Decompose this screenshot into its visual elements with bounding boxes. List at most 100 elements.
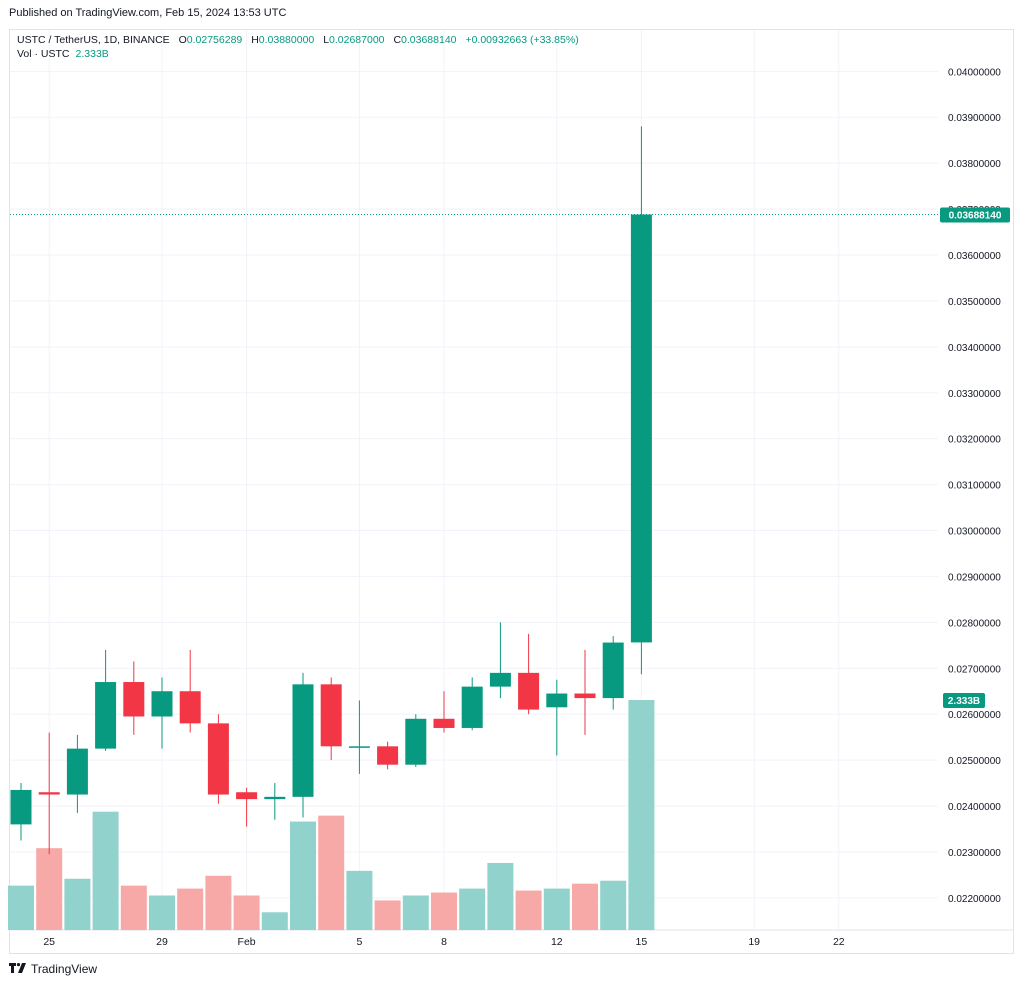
price-tick-label: 0.03800000 [948, 159, 1001, 170]
candle-body [602, 642, 624, 699]
grid [10, 30, 1014, 931]
volume-bar [543, 888, 570, 930]
volume-bar [36, 848, 63, 930]
volume-bar [177, 888, 204, 930]
time-tick-label: 12 [551, 936, 563, 948]
volume-bar [431, 892, 457, 930]
price-tick-label: 0.02900000 [948, 572, 1001, 583]
volume-bar [600, 880, 627, 930]
volume-bar [120, 885, 147, 930]
price-tick-label: 0.03400000 [948, 343, 1001, 354]
volume-bar [233, 895, 260, 930]
volume-bar [487, 862, 514, 930]
volume-bar [346, 870, 373, 930]
price-axis: 0.02200000 0.02300000 0.02400000 0.02500000… [948, 67, 1001, 905]
close-value: 0.03688140 [401, 34, 457, 46]
candle-body [405, 718, 427, 765]
candle-body [151, 691, 173, 717]
candle-body [123, 682, 145, 717]
price-tick-label: 0.03900000 [948, 113, 1001, 124]
volume-badge-label: 2.333B [948, 696, 980, 707]
volume-legend: Vol · USTC 2.333B [17, 47, 109, 61]
candle-body [320, 684, 342, 747]
volume-label: Vol · USTC [17, 48, 70, 60]
tradingview-footer[interactable]: TradingView [9, 962, 97, 976]
price-tick-label: 0.03500000 [948, 297, 1001, 308]
volume-bar [205, 875, 232, 930]
candle-body [207, 723, 229, 795]
candle-body [348, 746, 370, 748]
last-price-badge [940, 207, 1010, 223]
volume-bar [92, 811, 119, 930]
volume-bar [628, 700, 655, 930]
candle-body [377, 746, 399, 765]
change-value: +0.00932663 (+33.85%) [465, 34, 579, 46]
time-tick-label: 5 [356, 936, 362, 948]
volume-bar [459, 888, 486, 930]
volume-bar [572, 883, 598, 930]
price-tick-label: 0.02800000 [948, 618, 1001, 629]
candle-body [236, 792, 258, 800]
high-value: 0.03880000 [258, 34, 315, 46]
price-tick-label: 0.03000000 [948, 527, 1001, 538]
volume-value: 2.333B [75, 48, 109, 60]
price-tick-label: 0.02500000 [948, 756, 1001, 767]
candle-body [489, 672, 511, 687]
candle-body [95, 682, 117, 749]
time-tick-label: 22 [833, 936, 845, 948]
price-tick-label: 0.03100000 [948, 481, 1001, 492]
volume-bar [64, 878, 91, 930]
time-tick-label: 8 [441, 936, 447, 948]
open-value: 0.02756289 [186, 34, 243, 46]
candle-body [518, 672, 540, 710]
time-tick-label: 29 [156, 936, 168, 948]
close-key: C [393, 34, 402, 46]
candle-body [433, 718, 455, 728]
candle-body [292, 684, 314, 797]
high-key: H [251, 34, 259, 46]
candle-body [574, 693, 596, 699]
last-price-label: 0.03688140 [949, 211, 1002, 222]
tradingview-brand: TradingView [31, 962, 98, 976]
candle-body [66, 748, 88, 795]
time-tick-label: 15 [636, 936, 648, 948]
price-tick-label: 0.02200000 [948, 894, 1001, 905]
time-tick-label: 25 [43, 936, 55, 948]
time-tick-label: 19 [748, 936, 760, 948]
candle-body [38, 792, 60, 795]
ohlc-legend: USTC / TetherUS, 1D, BINANCE O0.02756289… [17, 33, 579, 47]
low-value: 0.02687000 [329, 34, 385, 46]
candles [10, 126, 652, 855]
price-tick-label: 0.02700000 [948, 664, 1001, 675]
tradingview-logo-icon [9, 962, 27, 976]
volume-bar [402, 895, 429, 930]
time-axis: 25 29 Feb 5 8 12 15 19 22 [43, 936, 844, 948]
candle-body [546, 693, 568, 708]
candle-body [179, 691, 201, 724]
price-markers: 0.03688140 2.333B [10, 207, 1010, 708]
volume-bar [318, 815, 345, 930]
price-tick-label: 0.03300000 [948, 389, 1001, 400]
price-tick-label: 0.04000000 [948, 67, 1001, 78]
volume-badge [943, 693, 985, 708]
volume-bar [290, 821, 316, 930]
volume-bar [149, 895, 175, 930]
volume-bar [374, 900, 401, 930]
published-caption: Published on TradingView.com, Feb 15, 20… [9, 7, 287, 19]
candle-body [10, 789, 32, 825]
price-tick-label: 0.02300000 [948, 848, 1001, 859]
chart-frame [9, 29, 1014, 954]
volume-bar [8, 885, 34, 930]
candle-body [264, 796, 286, 800]
low-key: L [323, 34, 330, 46]
volume-bar [261, 912, 288, 930]
candle-body [630, 214, 652, 643]
volume-bars [8, 700, 655, 930]
open-key: O [178, 34, 187, 46]
candle-body [461, 686, 483, 728]
volume-bar [515, 890, 542, 930]
symbol-label: USTC / TetherUS, 1D, BINANCE [17, 34, 170, 46]
price-tick-label: 0.02400000 [948, 802, 1001, 813]
price-tick-label: 0.03200000 [948, 435, 1001, 446]
